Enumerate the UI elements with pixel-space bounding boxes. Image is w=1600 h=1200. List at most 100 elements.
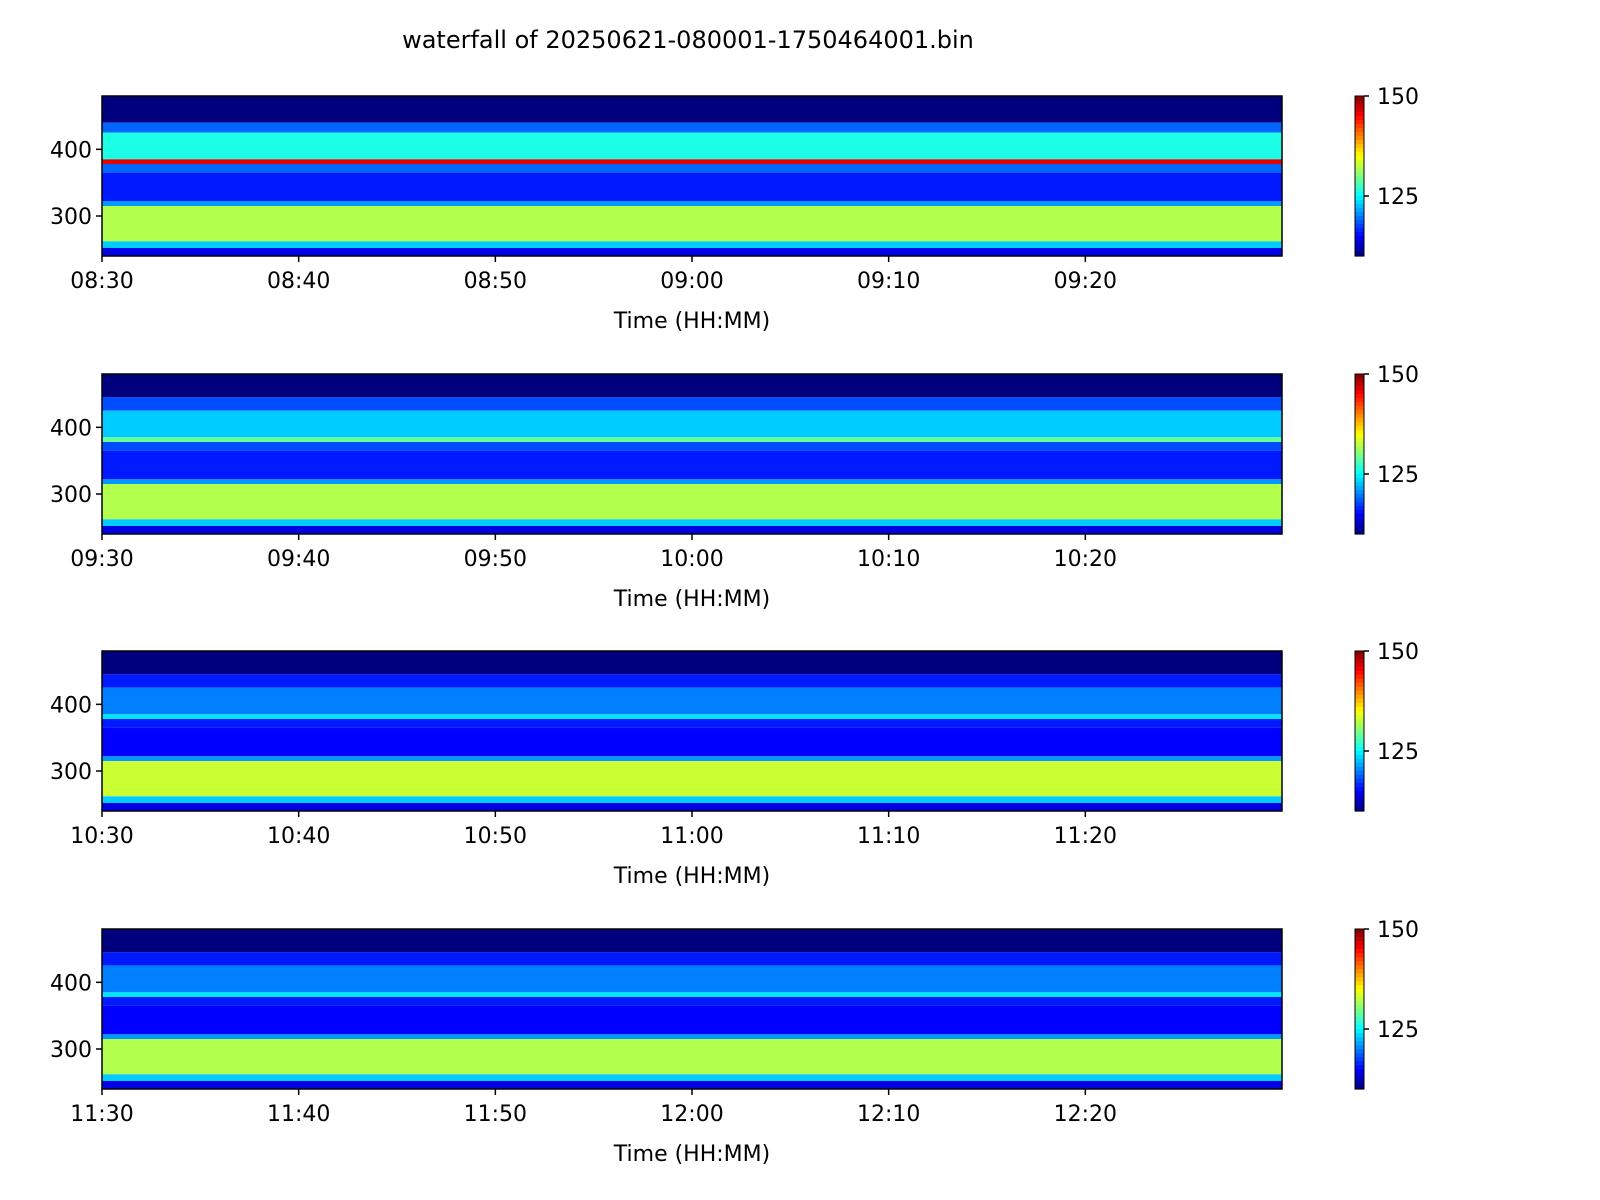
colorbar-segment bbox=[1355, 803, 1364, 808]
heatmap-band bbox=[102, 479, 1282, 484]
colorbar-segment bbox=[1355, 933, 1364, 938]
y-tick-label: 400 bbox=[50, 693, 92, 718]
colorbar-segment bbox=[1355, 953, 1364, 958]
heatmap-band bbox=[102, 727, 1282, 757]
x-tick-label: 11:40 bbox=[267, 1102, 330, 1127]
colorbar-segment bbox=[1355, 176, 1364, 181]
colorbar-segment bbox=[1355, 164, 1364, 169]
heatmap-band bbox=[102, 437, 1282, 442]
x-tick-label: 10:00 bbox=[660, 547, 723, 572]
colorbar-segment bbox=[1355, 498, 1364, 503]
colorbar-segment bbox=[1355, 997, 1364, 1002]
colorbar-segment bbox=[1355, 184, 1364, 189]
heatmap-band bbox=[102, 397, 1282, 411]
colorbar-segment bbox=[1355, 779, 1364, 784]
heatmap-band bbox=[102, 122, 1282, 133]
colorbar-segment bbox=[1355, 1053, 1364, 1058]
heatmap-band bbox=[102, 992, 1282, 997]
colorbar-segment bbox=[1355, 510, 1364, 515]
colorbar-segment bbox=[1355, 751, 1364, 756]
colorbar-segment bbox=[1355, 140, 1364, 145]
colorbar-tick-label: 150 bbox=[1377, 640, 1419, 665]
y-tick-label: 300 bbox=[50, 205, 92, 230]
colorbar-segment bbox=[1355, 132, 1364, 137]
colorbar-segment bbox=[1355, 228, 1364, 233]
colorbar-segment bbox=[1355, 426, 1364, 431]
colorbar-segment bbox=[1355, 470, 1364, 475]
colorbar-segment bbox=[1355, 799, 1364, 804]
figure-title: waterfall of 20250621-080001-1750464001.… bbox=[402, 26, 974, 54]
colorbar-segment bbox=[1355, 96, 1364, 101]
y-tick-label: 400 bbox=[50, 416, 92, 441]
colorbar-segment bbox=[1355, 204, 1364, 209]
colorbar-segment bbox=[1355, 104, 1364, 109]
colorbar-segment bbox=[1355, 418, 1364, 423]
colorbar-segment bbox=[1355, 711, 1364, 716]
colorbar-segment bbox=[1355, 727, 1364, 732]
heatmap-band bbox=[102, 674, 1282, 688]
colorbar-segment bbox=[1355, 236, 1364, 241]
colorbar-segment bbox=[1355, 152, 1364, 157]
colorbar-frame bbox=[1354, 95, 1365, 257]
colorbar-segment bbox=[1355, 1061, 1364, 1066]
colorbar-segment bbox=[1355, 450, 1364, 455]
colorbar-segment bbox=[1355, 490, 1364, 495]
colorbar-segment bbox=[1355, 482, 1364, 487]
colorbar-segment bbox=[1355, 783, 1364, 788]
colorbar-segment bbox=[1355, 1037, 1364, 1042]
x-tick-label: 08:40 bbox=[267, 269, 330, 294]
colorbar-segment bbox=[1355, 1029, 1364, 1034]
colorbar-segment bbox=[1355, 941, 1364, 946]
heatmap-band bbox=[102, 965, 1282, 993]
colorbar-segment bbox=[1355, 168, 1364, 173]
colorbar-segment bbox=[1355, 755, 1364, 760]
colorbar-segment bbox=[1355, 969, 1364, 974]
colorbar-segment bbox=[1355, 1069, 1364, 1074]
heatmap-band bbox=[102, 997, 1282, 1006]
colorbar-segment bbox=[1355, 410, 1364, 415]
colorbar-segment bbox=[1355, 402, 1364, 407]
colorbar-segment bbox=[1355, 683, 1364, 688]
colorbar-segment bbox=[1355, 739, 1364, 744]
colorbar-segment bbox=[1355, 386, 1364, 391]
colorbar-segment bbox=[1355, 993, 1364, 998]
colorbar-segment bbox=[1355, 687, 1364, 692]
colorbar-segment bbox=[1355, 462, 1364, 467]
heatmap-band bbox=[102, 241, 1282, 248]
colorbar-segment bbox=[1355, 715, 1364, 720]
y-tick-label: 300 bbox=[50, 483, 92, 508]
heatmap-band bbox=[102, 159, 1282, 164]
colorbar-segment bbox=[1355, 973, 1364, 978]
colorbar: 125 150 bbox=[1354, 85, 1419, 257]
colorbar-segment bbox=[1355, 394, 1364, 399]
colorbar-tick-label: 150 bbox=[1377, 363, 1419, 388]
colorbar-segment bbox=[1355, 120, 1364, 125]
x-tick-label: 09:50 bbox=[464, 547, 527, 572]
colorbar-tick-label: 125 bbox=[1377, 740, 1419, 765]
colorbar-segment bbox=[1355, 671, 1364, 676]
colorbar-segment bbox=[1355, 767, 1364, 772]
waterfall-panel-1: 300 400 08:30 08:40 08:50 09:00 09:10 09:20 Time… bbox=[50, 85, 1419, 334]
colorbar-segment bbox=[1355, 1025, 1364, 1030]
heatmap-band bbox=[102, 201, 1282, 206]
colorbar-segment bbox=[1355, 747, 1364, 752]
y-tick-label: 400 bbox=[50, 138, 92, 163]
colorbar-segment bbox=[1355, 172, 1364, 177]
heatmap-band bbox=[102, 248, 1282, 256]
colorbar-segment bbox=[1355, 945, 1364, 950]
colorbar-segment bbox=[1355, 735, 1364, 740]
colorbar-segment bbox=[1355, 667, 1364, 672]
colorbar-segment bbox=[1355, 466, 1364, 471]
heatmap-band bbox=[102, 719, 1282, 728]
colorbar-segment bbox=[1355, 188, 1364, 193]
colorbar-segment bbox=[1355, 1013, 1364, 1018]
colorbar-segment bbox=[1355, 937, 1364, 942]
colorbar-segment bbox=[1355, 1057, 1364, 1062]
colorbar-segment bbox=[1355, 961, 1364, 966]
colorbar-segment bbox=[1355, 406, 1364, 411]
heatmap-band bbox=[102, 206, 1282, 242]
colorbar-segment bbox=[1355, 655, 1364, 660]
colorbar-segment bbox=[1355, 719, 1364, 724]
colorbar-segment bbox=[1355, 771, 1364, 776]
heatmap-band bbox=[102, 1005, 1282, 1035]
